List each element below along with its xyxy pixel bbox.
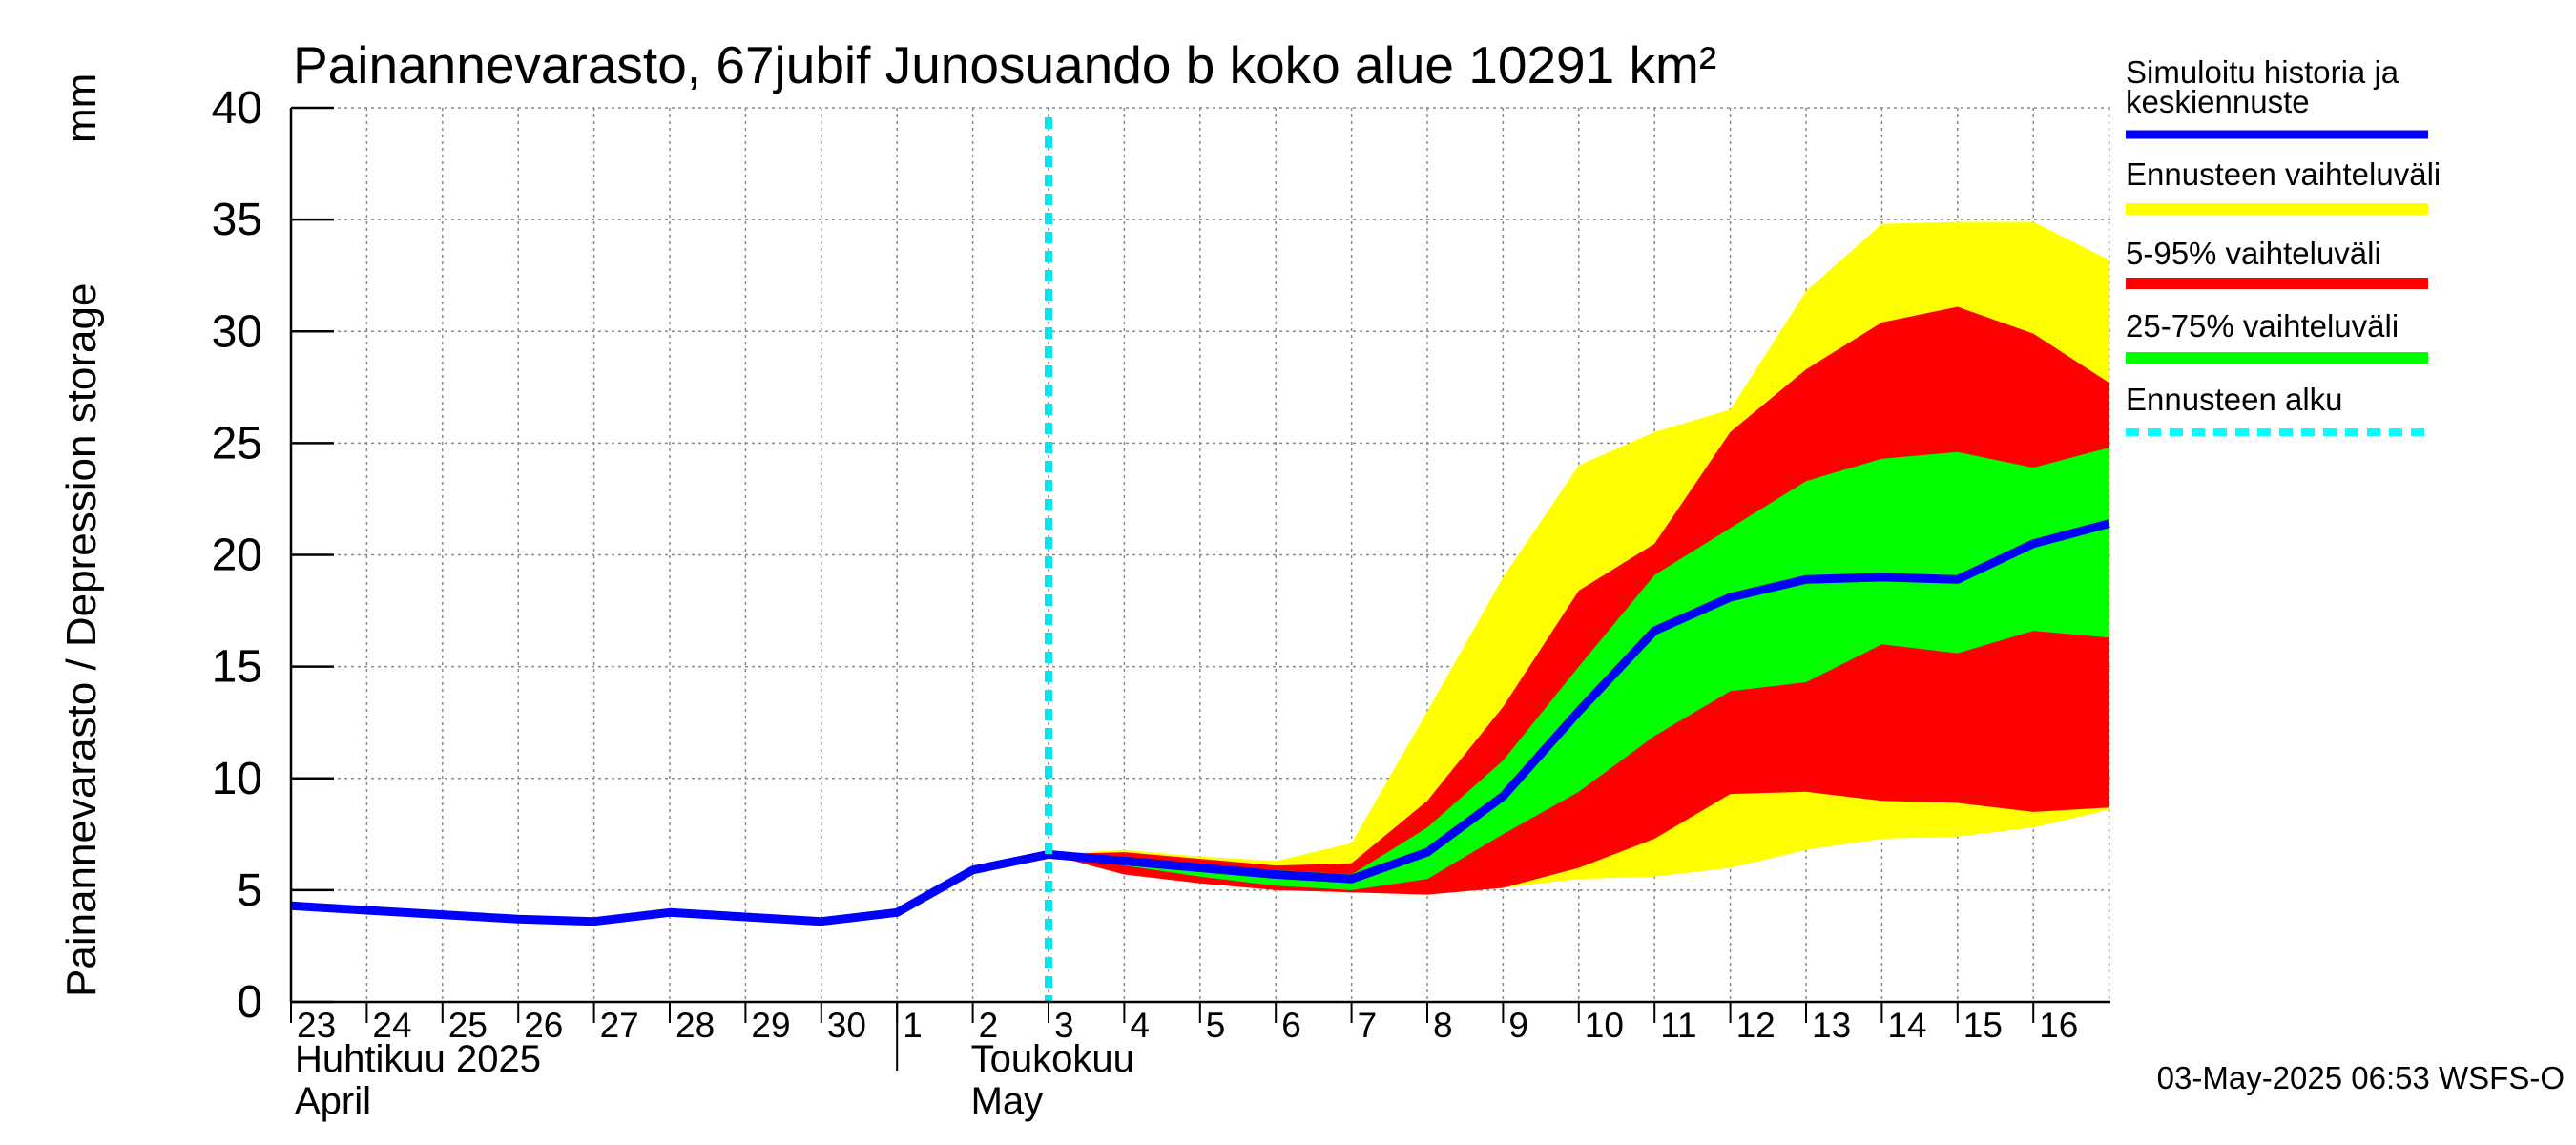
x-tick-label: 25 (448, 1006, 488, 1045)
band-5-95 (1049, 306, 2109, 895)
y-tick-label: 20 (212, 531, 262, 581)
x-tick-label: 14 (1887, 1006, 1926, 1045)
x-tick-label: 10 (1585, 1006, 1624, 1045)
y-tick-label: 25 (212, 418, 262, 468)
x-tick-label: 4 (1130, 1006, 1150, 1045)
y-tick-label: 40 (212, 83, 262, 134)
y-axis-unit: mm (58, 73, 105, 143)
legend-label-simulated-history-2: keskiennuste (2126, 84, 2310, 119)
y-tick-label: 5 (237, 865, 262, 916)
legend-label-simulated-history: Simuloitu historia ja (2126, 54, 2399, 90)
x-tick-label: 27 (600, 1006, 639, 1045)
month-label-may-fi: Toukokuu (971, 1038, 1134, 1080)
x-tick-label: 3 (1054, 1006, 1074, 1045)
y-tick-label: 15 (212, 642, 262, 693)
x-tick-label: 23 (297, 1006, 336, 1045)
month-label-may-en: May (971, 1080, 1044, 1122)
x-tick-label: 28 (675, 1006, 715, 1045)
y-tick-label: 10 (212, 754, 262, 804)
x-tick-label: 5 (1206, 1006, 1226, 1045)
x-tick-label: 12 (1736, 1006, 1776, 1045)
x-tick-label: 9 (1508, 1006, 1528, 1045)
y-tick-label: 35 (212, 195, 262, 245)
y-tick-label: 30 (212, 306, 262, 357)
y-axis-label: Painannevarasto / Depression storage (58, 283, 105, 997)
footer-timestamp: 03-May-2025 06:53 WSFS-O (2157, 1060, 2565, 1095)
median-series-line (290, 519, 2110, 926)
month-label-april-fi: Huhtikuu 2025 (295, 1038, 541, 1080)
x-tick-label: 6 (1281, 1006, 1301, 1045)
legend-label-25-75: 25-75% vaihteluväli (2126, 308, 2399, 344)
x-tick-label: 24 (372, 1006, 411, 1045)
y-tick-label: 0 (237, 977, 262, 1028)
x-tick-label: 16 (2039, 1006, 2078, 1045)
x-tick-label: 8 (1433, 1006, 1453, 1045)
x-tick-label: 7 (1358, 1006, 1378, 1045)
legend-label-forecast-range: Ennusteen vaihteluväli (2126, 156, 2441, 192)
x-tick-label: 26 (524, 1006, 563, 1045)
x-tick-label: 11 (1660, 1006, 1696, 1045)
chart-title: Painannevarasto, 67jubif Junosuando b ko… (293, 35, 1716, 94)
x-tick-label: 29 (751, 1006, 790, 1045)
month-label-april-en: April (295, 1080, 371, 1122)
x-tick-label: 1 (903, 1006, 923, 1045)
legend-label-forecast-start: Ennusteen alku (2126, 382, 2343, 417)
x-tick-label: 30 (827, 1006, 866, 1045)
x-tick-label: 2 (979, 1006, 999, 1045)
x-tick-label: 13 (1812, 1006, 1851, 1045)
x-tick-label: 15 (1963, 1006, 2003, 1045)
legend-label-5-95: 5-95% vaihteluväli (2126, 236, 2381, 271)
band-25-75 (1049, 448, 2109, 890)
